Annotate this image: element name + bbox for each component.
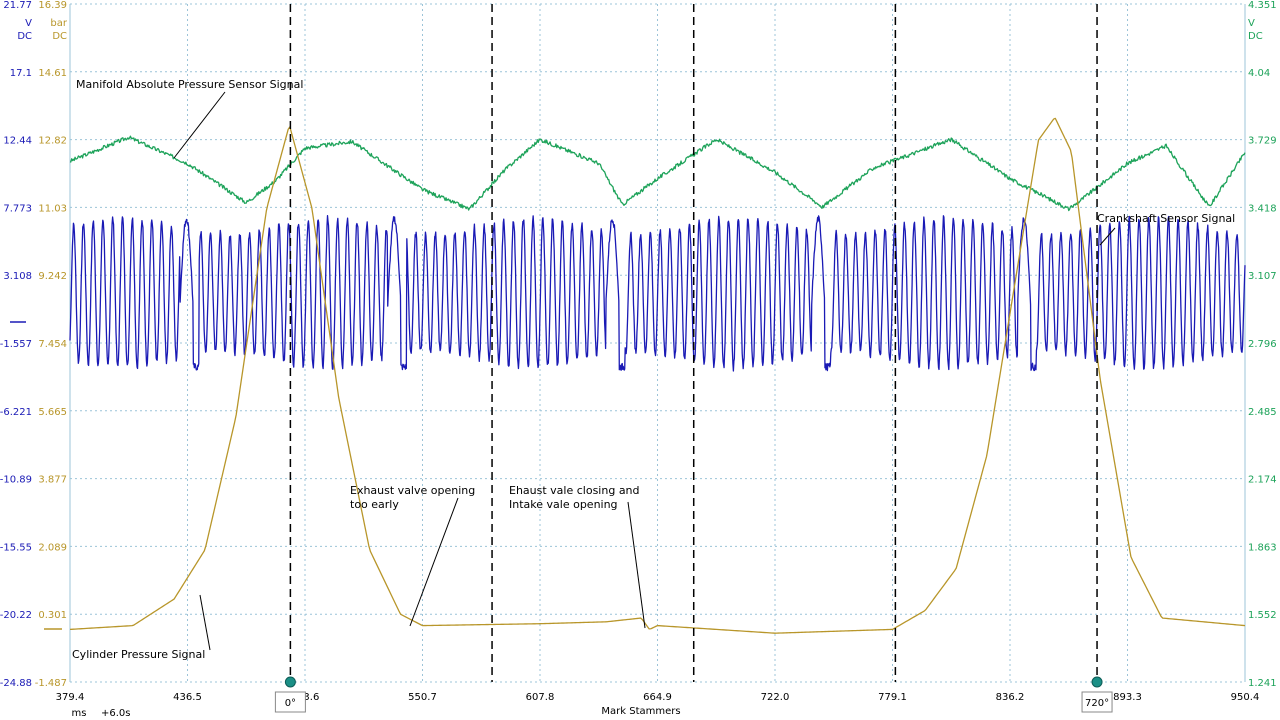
cylinder-pressure-axis-tick-label: 0.301 — [38, 610, 67, 621]
cylinder-pressure-axis-tick-label: 2.089 — [38, 542, 67, 553]
marker-label: 720° — [1085, 698, 1109, 709]
map-axis-tick-label: 4.04 — [1248, 68, 1270, 79]
annotation-text: Manifold Absolute Pressure Sensor Signal — [76, 78, 303, 91]
map-axis-tick-label: 4.351 — [1248, 0, 1277, 11]
marker-label: 0° — [285, 698, 296, 709]
crank-axis-tick-label: 3.108 — [3, 271, 32, 282]
cylinder-pressure-axis-tick-label: -1.487 — [35, 678, 67, 689]
annotation-text: Ehaust vale closing and — [509, 484, 640, 497]
crank-axis: 21.77 17.1 12.44 7.773 3.108 -1.557 -6.221 -10.… — [0, 0, 32, 689]
trace-cyl — [69, 117, 1246, 634]
cylinder-pressure-axis: 16.39 14.61 12.82 11.03 9.242 7.454 5.665 3.877… — [35, 0, 68, 689]
map-axis-unit-label: V — [1248, 18, 1255, 29]
annotation-text: Exhaust valve opening — [350, 484, 475, 497]
cylinder-pressure-axis-tick-label: 11.03 — [38, 203, 67, 214]
time-axis: 379.4436.5493.6550.7607.8664.9722.0779.1… — [56, 692, 1260, 719]
crank-axis-tick-label: -24.88 — [0, 678, 32, 689]
time-tick-label: 836.2 — [996, 692, 1025, 703]
trace-map — [69, 135, 1246, 212]
marker-label-box — [1081, 691, 1113, 713]
time-tick-label: 950.4 — [1231, 692, 1260, 703]
cylinder-pressure-axis-tick-label: 7.454 — [38, 339, 67, 350]
cylinder-pressure-axis-unit-label: bar — [50, 18, 67, 29]
crank-axis-tick-label: -20.22 — [0, 610, 32, 621]
marker-handle — [1091, 676, 1103, 688]
map-axis-tick-label: 1.241 — [1248, 678, 1277, 689]
map-axis-tick-label: 2.796 — [1248, 339, 1277, 350]
marker-handle — [284, 676, 296, 688]
crank-axis-tick-label: -6.221 — [0, 407, 32, 418]
cylinder-pressure-axis-tick-label: 9.242 — [38, 271, 67, 282]
time-tick-label: 550.7 — [408, 692, 437, 703]
time-unit-label: ms — [72, 708, 87, 719]
cylinder-pressure-axis-tick-label: 16.39 — [38, 0, 67, 11]
annotation-leader-line — [627, 501, 646, 629]
crank-axis-unit-label: V — [25, 18, 32, 29]
crank-axis-tick-label: -10.89 — [0, 475, 32, 486]
cylinder-pressure-axis-unit-label: DC — [52, 31, 67, 42]
map-axis-tick-label: 3.729 — [1248, 136, 1277, 147]
map-axis-tick-label: 3.107 — [1248, 271, 1277, 282]
time-offset-label: +6.0s — [101, 708, 131, 719]
crank-axis-tick-label: 17.1 — [10, 68, 32, 79]
map-axis-tick-label: 2.485 — [1248, 407, 1277, 418]
time-tick-label: 722.0 — [761, 692, 790, 703]
vertical-markers: 0° 720° — [274, 4, 1113, 713]
annotation-text: too early — [350, 498, 399, 511]
crank-axis-tick-label: -1.557 — [0, 339, 32, 350]
annotation-text: Cylinder Pressure Signal — [72, 648, 205, 661]
annotations: Manifold Absolute Pressure Sensor Signal… — [72, 78, 1235, 661]
cylinder-pressure-axis-tick-label: 5.665 — [38, 407, 67, 418]
crank-axis-tick-label: 12.44 — [3, 136, 32, 147]
map-axis: 4.351 4.04 3.729 3.418 3.107 2.796 2.485 2.174 1… — [1248, 0, 1277, 689]
credit-label: Mark Stammers — [601, 706, 680, 717]
time-tick-label: 893.3 — [1113, 692, 1142, 703]
time-tick-label: 779.1 — [878, 692, 907, 703]
annotation-leader-line — [409, 497, 459, 627]
marker-label-box — [274, 691, 306, 713]
map-axis-tick-label: 2.174 — [1248, 475, 1277, 486]
time-tick-label: 607.8 — [526, 692, 555, 703]
traces — [69, 117, 1246, 634]
crank-axis-unit-label: DC — [17, 31, 32, 42]
annotation-leader-line — [173, 91, 226, 159]
map-axis-tick-label: 3.418 — [1248, 203, 1277, 214]
cylinder-pressure-axis-tick-label: 12.82 — [38, 136, 67, 147]
map-axis-unit-label: DC — [1248, 31, 1263, 42]
crank-axis-tick-label: 21.77 — [3, 0, 32, 11]
trace-crank — [69, 215, 1246, 372]
annotation-leader-line — [1099, 227, 1116, 246]
time-tick-label: 436.5 — [173, 692, 202, 703]
map-axis-tick-label: 1.552 — [1248, 610, 1277, 621]
crank-axis-tick-label: 7.773 — [3, 203, 32, 214]
annotation-leader-line — [199, 594, 211, 651]
annotation-text: Intake vale opening — [509, 498, 618, 511]
cylinder-pressure-axis-tick-label: 3.877 — [38, 475, 67, 486]
time-tick-label: 379.4 — [56, 692, 85, 703]
cylinder-pressure-axis-tick-label: 14.61 — [38, 68, 67, 79]
crank-axis-tick-label: -15.55 — [0, 542, 32, 553]
map-axis-tick-label: 1.863 — [1248, 542, 1277, 553]
time-tick-label: 664.9 — [643, 692, 672, 703]
annotation-text: Crankshaft Sensor Signal — [1097, 212, 1235, 225]
